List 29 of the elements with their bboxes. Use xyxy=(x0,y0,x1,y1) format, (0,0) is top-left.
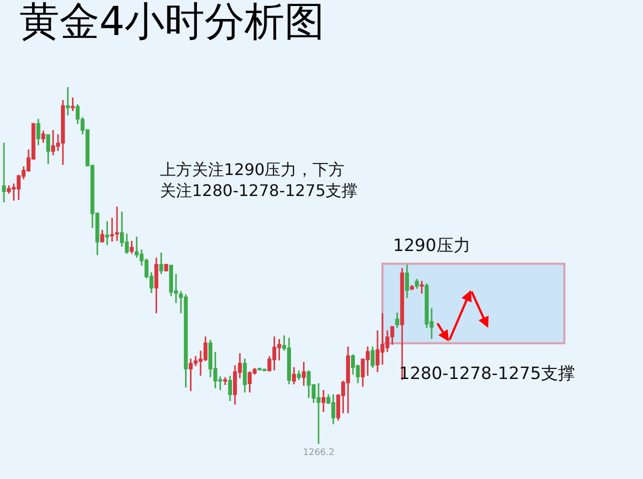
candlestick xyxy=(292,366,296,386)
candlestick xyxy=(395,312,400,329)
candlestick xyxy=(302,361,306,386)
candlestick xyxy=(410,284,414,291)
candlestick xyxy=(370,346,375,369)
candlestick xyxy=(223,376,228,386)
candlestick xyxy=(405,264,409,299)
candlestick xyxy=(66,86,70,116)
band-label: 1290压力 xyxy=(393,236,470,256)
candlestick xyxy=(296,370,301,381)
candlestick xyxy=(41,130,46,144)
candlestick xyxy=(154,256,158,314)
candlestick xyxy=(164,262,168,272)
annotation: 1266.2 xyxy=(303,448,334,458)
candlestick xyxy=(414,278,419,290)
candlestick xyxy=(100,229,104,244)
candlestick xyxy=(242,358,247,394)
candlestick xyxy=(130,240,134,254)
chart-title: 黄金4小时分析图 xyxy=(19,0,325,46)
candlestick xyxy=(228,374,232,402)
candlestick xyxy=(2,142,6,204)
candlestick xyxy=(70,96,75,112)
candlestick xyxy=(159,252,164,275)
candlestick xyxy=(46,133,50,165)
candlestick xyxy=(420,280,424,294)
candlestick xyxy=(105,220,110,246)
candlestick xyxy=(36,118,40,146)
annotation: 上方关注1290压力，下方关注1280-1278-1275支撑 xyxy=(160,160,358,200)
candlestick xyxy=(322,389,326,413)
